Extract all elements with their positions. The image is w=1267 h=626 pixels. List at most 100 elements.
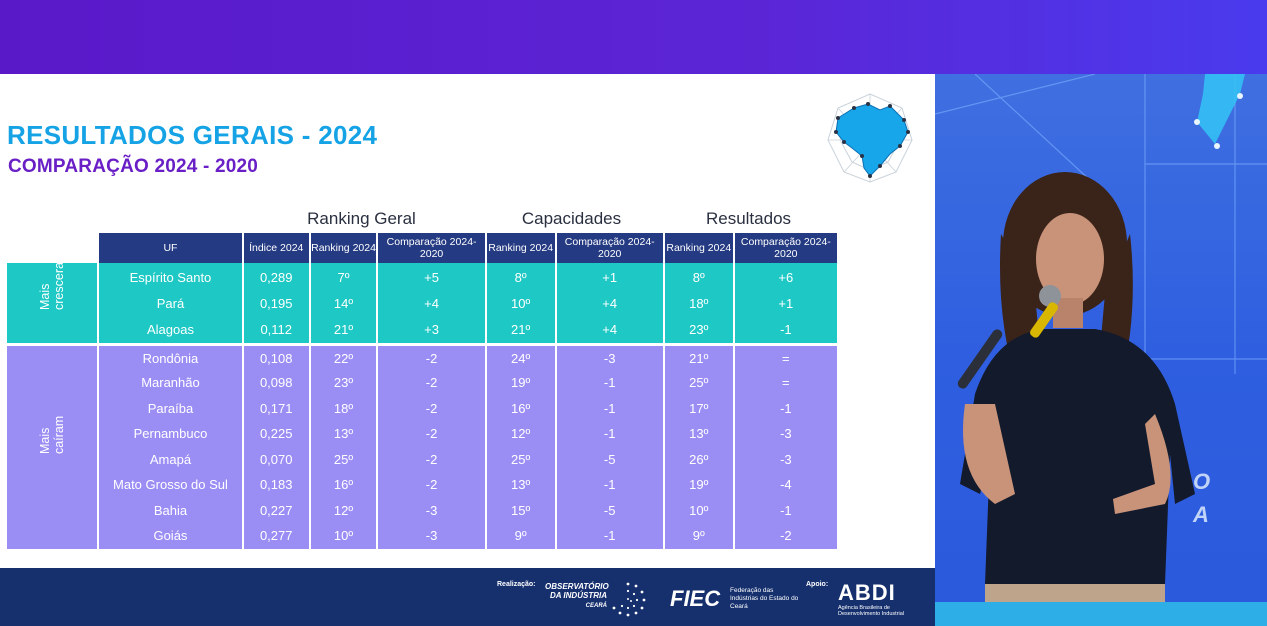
table-row: Alagoas 0,112 21º +3 21º +4 23º -1 <box>7 316 837 345</box>
cell-rank-geral: 16º <box>308 472 378 498</box>
cell-comp-geral: +4 <box>376 291 486 317</box>
cell-comp-res: -1 <box>732 316 837 345</box>
cell-comp-res: -2 <box>732 523 837 549</box>
cell-comp-cap: -3 <box>554 343 664 370</box>
cell-comp-geral: -2 <box>376 472 486 498</box>
slide-title: RESULTADOS GERAIS - 2024 <box>7 120 378 150</box>
header-indice-2024: Índice 2024 <box>241 233 310 263</box>
cell-uf: Rondônia <box>98 343 243 370</box>
cell-indice: 0,070 <box>241 446 310 472</box>
cell-comp-cap: +4 <box>554 316 664 345</box>
cell-rank-cap: 13º <box>484 472 556 498</box>
cell-rank-res: 21º <box>662 343 734 370</box>
header-comparacao-resultados: Comparação 2024-2020 <box>732 233 837 263</box>
cell-comp-res: -1 <box>732 395 837 421</box>
table-row: Mato Grosso do Sul 0,183 16º -2 13º -1 1… <box>7 472 837 498</box>
cell-rank-cap: 8º <box>484 263 556 291</box>
observatorio-text: OBSERVATÓRIO DA INDÚSTRIA <box>545 582 609 600</box>
table-row: Maranhão 0,098 23º -2 19º -1 25º = <box>7 370 837 396</box>
cell-comp-geral: +5 <box>376 263 486 291</box>
presentation-slide: RESULTADOS GERAIS - 2024 COMPARAÇÃO 2024… <box>0 74 935 626</box>
table-row: Mais caíram Rondônia 0,108 22º -2 24º -3… <box>7 343 837 549</box>
cell-comp-cap: -1 <box>554 370 664 396</box>
cell-comp-res: -3 <box>732 421 837 447</box>
results-table: UF Índice 2024 Ranking 2024 Comparação 2… <box>7 233 837 549</box>
cell-rank-geral: 18º <box>308 395 378 421</box>
table-row: Mais cresceram Espírito Santo 0,289 7º +… <box>7 252 837 345</box>
cell-rank-geral: 25º <box>308 446 378 472</box>
header-ranking-resultados-2024: Ranking 2024 <box>662 233 734 263</box>
header-ranking-capacidades-2024: Ranking 2024 <box>484 233 556 263</box>
table-row: Pará 0,195 14º +4 10º +4 18º +1 <box>7 291 837 317</box>
group-label-text: Mais cresceram <box>38 251 67 310</box>
cell-indice: 0,112 <box>241 316 310 345</box>
svg-text:A: A <box>1192 502 1209 527</box>
realizacao-label: Realização: <box>497 581 536 588</box>
cell-rank-res: 10º <box>662 497 734 523</box>
cell-comp-cap: -1 <box>554 472 664 498</box>
cell-indice: 0,171 <box>241 395 310 421</box>
cell-comp-res: -4 <box>732 472 837 498</box>
abdi-subtitle: Agência Brasileira de Desenvolvimento In… <box>838 605 905 617</box>
cell-rank-cap: 15º <box>484 497 556 523</box>
slide-subtitle: COMPARAÇÃO 2024 - 2020 <box>8 156 259 177</box>
fiec-logo: FIEC <box>670 586 721 611</box>
cell-rank-geral: 21º <box>308 316 378 345</box>
header-ranking-geral-2024: Ranking 2024 <box>308 233 378 263</box>
cell-comp-geral: -2 <box>376 343 486 370</box>
cell-indice: 0,289 <box>241 263 310 291</box>
header-comparacao-capacidades: Comparação 2024-2020 <box>554 233 664 263</box>
cell-rank-cap: 21º <box>484 316 556 345</box>
cell-comp-geral: -2 <box>376 370 486 396</box>
cell-rank-res: 26º <box>662 446 734 472</box>
observatorio-sub: CEARÁ <box>585 603 607 609</box>
group-label-text: Mais caíram <box>38 416 67 455</box>
cell-comp-res: -3 <box>732 446 837 472</box>
cell-comp-cap: -1 <box>554 523 664 549</box>
cell-uf: Paraíba <box>98 395 243 421</box>
table-row: Pernambuco 0,225 13º -2 12º -1 13º -3 <box>7 421 837 447</box>
cell-uf: Mato Grosso do Sul <box>98 472 243 498</box>
cell-comp-geral: -2 <box>376 395 486 421</box>
cell-uf: Goiás <box>98 523 243 549</box>
cell-rank-geral: 7º <box>308 263 378 291</box>
cell-rank-cap: 12º <box>484 421 556 447</box>
cell-comp-res: +1 <box>732 291 837 317</box>
cell-rank-geral: 13º <box>308 421 378 447</box>
cell-uf: Pará <box>98 291 243 317</box>
cell-rank-res: 18º <box>662 291 734 317</box>
speaker-video-scene: OA <box>935 74 1267 626</box>
cell-rank-cap: 24º <box>484 343 556 370</box>
group-label-mais-cairam: Mais caíram <box>7 343 100 549</box>
group-label-mais-cresceram: Mais cresceram <box>7 251 100 345</box>
header-blank <box>7 233 99 263</box>
cell-uf: Pernambuco <box>98 421 243 447</box>
cell-comp-cap: +1 <box>554 263 664 291</box>
fiec-subtitle: Federação das Indústrias do Estado do Ce… <box>730 587 799 610</box>
table-row: Goiás 0,277 10º -3 9º -1 9º -2 <box>7 523 837 549</box>
table-row: Amapá 0,070 25º -2 25º -5 26º -3 <box>7 446 837 472</box>
cell-uf: Maranhão <box>98 370 243 396</box>
cell-indice: 0,108 <box>241 343 310 370</box>
cell-rank-geral: 23º <box>308 370 378 396</box>
group-heading-resultados: Resultados <box>705 209 792 228</box>
cell-rank-res: 25º <box>662 370 734 396</box>
cell-uf: Espírito Santo <box>98 263 243 291</box>
slide-footer: Realização: OBSERVATÓRIO DA INDÚSTRIA CE… <box>0 568 935 626</box>
cell-comp-geral: -2 <box>376 446 486 472</box>
group-heading-capacidades: Capacidades <box>521 209 622 228</box>
table-row: Bahia 0,227 12º -3 15º -5 10º -1 <box>7 497 837 523</box>
cell-comp-cap: -1 <box>554 421 664 447</box>
cell-rank-geral: 22º <box>308 343 378 370</box>
brazil-map-radar-logo-icon <box>827 93 913 183</box>
header-comparacao-geral: Comparação 2024-2020 <box>376 233 486 263</box>
cell-uf: Amapá <box>98 446 243 472</box>
cell-rank-geral: 10º <box>308 523 378 549</box>
cell-rank-res: 23º <box>662 316 734 345</box>
cell-indice: 0,183 <box>241 472 310 498</box>
cell-comp-cap: -1 <box>554 395 664 421</box>
cell-indice: 0,098 <box>241 370 310 396</box>
table-header-row: UF Índice 2024 Ranking 2024 Comparação 2… <box>7 233 837 263</box>
cell-indice: 0,225 <box>241 421 310 447</box>
